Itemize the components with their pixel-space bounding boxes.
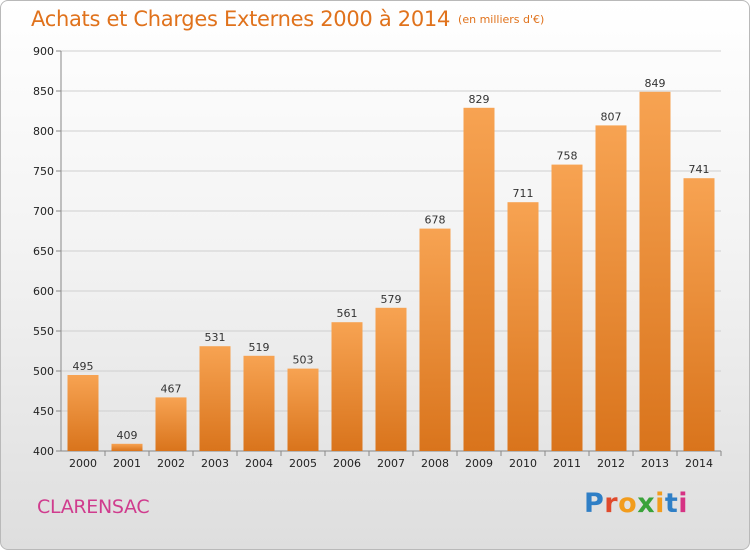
bar — [551, 164, 583, 451]
data-label: 741 — [689, 163, 710, 176]
bar — [419, 228, 451, 451]
x-tick-label: 2014 — [685, 457, 713, 470]
data-label: 678 — [425, 214, 446, 227]
bar — [287, 368, 319, 451]
y-tick-label: 650 — [33, 245, 54, 258]
data-label: 849 — [645, 77, 666, 90]
x-tick-label: 2004 — [245, 457, 273, 470]
x-tick-label: 2009 — [465, 457, 493, 470]
data-label: 467 — [161, 382, 182, 395]
logo-letter: i — [655, 488, 665, 519]
x-tick-label: 2000 — [69, 457, 97, 470]
y-tick-label: 750 — [33, 165, 54, 178]
data-label: 561 — [337, 307, 358, 320]
data-label: 829 — [469, 93, 490, 106]
bar — [155, 397, 187, 451]
x-tick-label: 2005 — [289, 457, 317, 470]
x-tick-label: 2007 — [377, 457, 405, 470]
proxiti-logo: Proxiti — [584, 488, 688, 519]
logo-letter: x — [637, 488, 656, 519]
data-label: 711 — [513, 187, 534, 200]
data-label: 807 — [601, 110, 622, 123]
x-tick-label: 2006 — [333, 457, 361, 470]
y-tick-label: 400 — [33, 445, 54, 458]
y-tick-label: 600 — [33, 285, 54, 298]
x-tick-label: 2010 — [509, 457, 537, 470]
x-tick-label: 2012 — [597, 457, 625, 470]
y-tick-label: 550 — [33, 325, 54, 338]
bar — [507, 202, 539, 451]
data-label: 519 — [249, 341, 270, 354]
x-tick-label: 2002 — [157, 457, 185, 470]
data-label: 503 — [293, 354, 314, 367]
data-label: 409 — [117, 429, 138, 442]
y-tick-label: 850 — [33, 85, 54, 98]
chart-subtitle: (en milliers d'€) — [458, 13, 545, 26]
y-tick-label: 900 — [33, 45, 54, 58]
bar — [639, 91, 671, 452]
bar — [595, 125, 627, 452]
bar — [463, 107, 495, 452]
bar — [683, 178, 715, 451]
data-label: 579 — [381, 293, 402, 306]
y-tick-label: 500 — [33, 365, 54, 378]
bar — [375, 307, 407, 451]
bar — [199, 346, 231, 451]
chart-title-text: Achats et Charges Externes 2000 à 2014 — [31, 7, 451, 31]
x-tick-label: 2001 — [113, 457, 141, 470]
x-tick-label: 2013 — [641, 457, 669, 470]
logo-letter: o — [618, 488, 638, 519]
bar — [111, 443, 143, 451]
x-tick-label: 2008 — [421, 457, 449, 470]
logo-letter: r — [604, 488, 619, 519]
bar — [67, 375, 99, 451]
y-tick-label: 700 — [33, 205, 54, 218]
logo-letter: i — [678, 488, 689, 519]
x-tick-label: 2011 — [553, 457, 581, 470]
commune-name: CLARENSAC — [37, 496, 150, 518]
y-tick-label: 450 — [33, 405, 54, 418]
x-tick-label: 2003 — [201, 457, 229, 470]
data-label: 531 — [205, 331, 226, 344]
y-tick-label: 800 — [33, 125, 54, 138]
logo-letter: t — [664, 488, 679, 519]
bar — [243, 355, 275, 451]
data-label: 495 — [73, 360, 94, 373]
logo-letter: P — [584, 488, 605, 519]
bar — [331, 322, 363, 451]
data-label: 758 — [557, 150, 578, 163]
chart-title: Achats et Charges Externes 2000 à 2014 (e… — [31, 7, 544, 31]
